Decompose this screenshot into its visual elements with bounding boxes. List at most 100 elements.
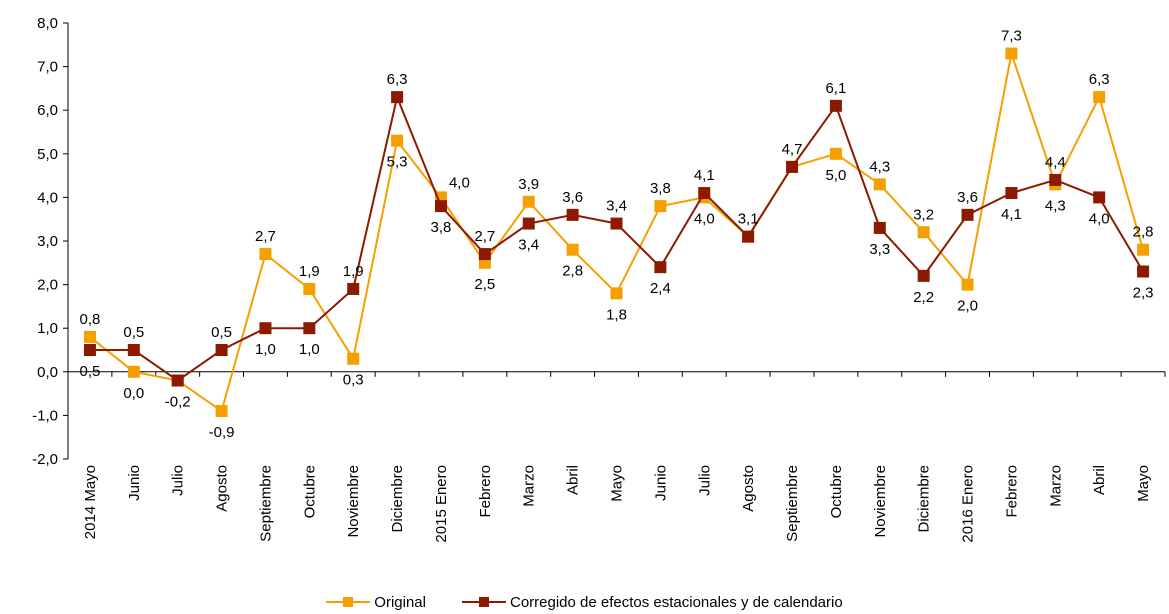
x-tick-label: Diciembre — [389, 465, 406, 533]
data-point-original — [522, 195, 535, 208]
x-tick-label: 2016 Enero — [960, 465, 977, 543]
data-label: 0,5 — [80, 363, 101, 380]
data-label: 0,0 — [123, 385, 144, 402]
data-point-corregido — [478, 248, 491, 261]
data-label: 3,2 — [913, 206, 934, 223]
data-label: 1,9 — [343, 263, 364, 280]
data-point-corregido — [303, 322, 316, 335]
data-label: 2,7 — [255, 228, 276, 245]
data-point-original — [1093, 91, 1106, 104]
x-tick-label: Marzo — [521, 465, 538, 507]
legend: Original Corregido de efectos estacional… — [0, 590, 1169, 614]
data-point-corregido — [127, 344, 140, 356]
y-tick-label: 4,0 — [37, 189, 58, 206]
y-tick-label: -1,0 — [32, 407, 58, 424]
data-label: 3,4 — [606, 198, 627, 215]
data-point-corregido — [1005, 187, 1018, 200]
data-label: 2,8 — [1133, 224, 1154, 241]
y-tick-label: 7,0 — [37, 59, 58, 76]
data-label: 3,3 — [869, 241, 890, 258]
legend-label-corregido: Corregido de efectos estacionales y de c… — [509, 593, 843, 611]
series-line-corregido — [89, 93, 1144, 382]
data-point-original — [1005, 47, 1018, 60]
data-label: 6,3 — [387, 71, 408, 88]
data-point-corregido — [434, 200, 447, 213]
y-tick-label: -2,0 — [32, 451, 58, 468]
data-label: 3,9 — [518, 176, 539, 193]
data-label: 2,7 — [474, 228, 495, 245]
x-tick-label: Mayo — [1135, 465, 1152, 502]
x-tick-label: Diciembre — [916, 465, 933, 533]
data-label: 4,0 — [1089, 210, 1110, 227]
x-tick-label: Octubre — [301, 465, 318, 518]
x-tick-label: 2014 Mayo — [82, 465, 99, 539]
data-label: 2,0 — [957, 298, 978, 315]
legend-swatch-original — [326, 595, 371, 609]
data-point-original — [566, 243, 579, 256]
data-label: 4,1 — [1001, 206, 1022, 223]
x-tick-label: Septiembre — [784, 465, 801, 542]
data-label: 0,5 — [211, 324, 232, 341]
data-point-corregido — [215, 344, 228, 356]
x-tick-label: Marzo — [1047, 465, 1064, 507]
data-point-corregido — [961, 208, 974, 221]
data-point-corregido — [873, 221, 886, 234]
data-point-original — [83, 330, 96, 343]
x-tick-label: Abril — [565, 465, 582, 495]
data-point-corregido — [347, 282, 360, 295]
data-label: 3,4 — [518, 237, 539, 254]
data-label: 7,3 — [1001, 28, 1022, 45]
x-tick-label: Abril — [1091, 465, 1108, 495]
data-point-corregido — [171, 374, 184, 387]
data-point-corregido — [83, 344, 96, 356]
data-label: 4,4 — [1045, 154, 1066, 171]
data-point-corregido — [829, 99, 842, 112]
line-chart: -2,0 -1,0 0,0 1,0 2,0 3,0 4,0 5,0 6,0 7,0 8,0 2014 … — [32, 15, 1166, 543]
data-label: 4,7 — [782, 141, 803, 158]
data-point-corregido — [1137, 265, 1150, 278]
data-label: 1,0 — [299, 341, 320, 358]
data-point-original — [917, 226, 930, 239]
data-point-original — [127, 365, 140, 378]
x-tick-label: Noviembre — [345, 465, 362, 538]
data-point-original — [303, 282, 316, 295]
data-point-corregido — [522, 217, 535, 230]
data-point-original — [610, 287, 623, 300]
data-label: 1,0 — [255, 341, 276, 358]
x-tick-label: Julio — [170, 465, 187, 496]
data-point-corregido — [610, 217, 623, 230]
data-label: 2,8 — [562, 263, 583, 280]
data-label: 0,5 — [123, 324, 144, 341]
data-label: -0,9 — [209, 424, 235, 441]
data-label: 4,0 — [449, 174, 470, 191]
data-label: 2,4 — [650, 280, 671, 297]
x-tick-label: Junio — [652, 465, 669, 501]
y-tick-label: 3,0 — [37, 233, 58, 250]
data-label: 3,8 — [431, 219, 452, 236]
x-tick-label: 2015 Enero — [433, 465, 450, 543]
x-tick-label: Julio — [696, 465, 713, 496]
y-tick-label: 2,0 — [37, 277, 58, 294]
data-point-original — [654, 200, 667, 213]
data-label: 6,3 — [1089, 71, 1110, 88]
x-tick-label: Agosto — [214, 465, 231, 512]
series-line-original — [89, 49, 1145, 413]
data-label: 6,1 — [825, 80, 846, 97]
y-tick-label: 0,0 — [37, 364, 58, 381]
data-point-corregido — [786, 160, 799, 173]
data-label: 4,3 — [1045, 197, 1066, 214]
x-tick-label: Junio — [126, 465, 143, 501]
data-label: 3,6 — [957, 189, 978, 206]
y-tick-label: 5,0 — [37, 146, 58, 163]
data-label: 3,1 — [738, 211, 759, 228]
data-point-original — [391, 134, 404, 147]
data-point-corregido — [1049, 173, 1062, 186]
data-point-corregido — [1093, 191, 1106, 204]
y-tick-label: 6,0 — [37, 102, 58, 119]
data-label: -0,2 — [165, 394, 191, 411]
data-label: 5,3 — [387, 154, 408, 171]
data-point-corregido — [917, 269, 930, 282]
data-point-corregido — [742, 230, 755, 243]
data-label: 4,0 — [694, 210, 715, 227]
data-point-original — [259, 248, 272, 261]
